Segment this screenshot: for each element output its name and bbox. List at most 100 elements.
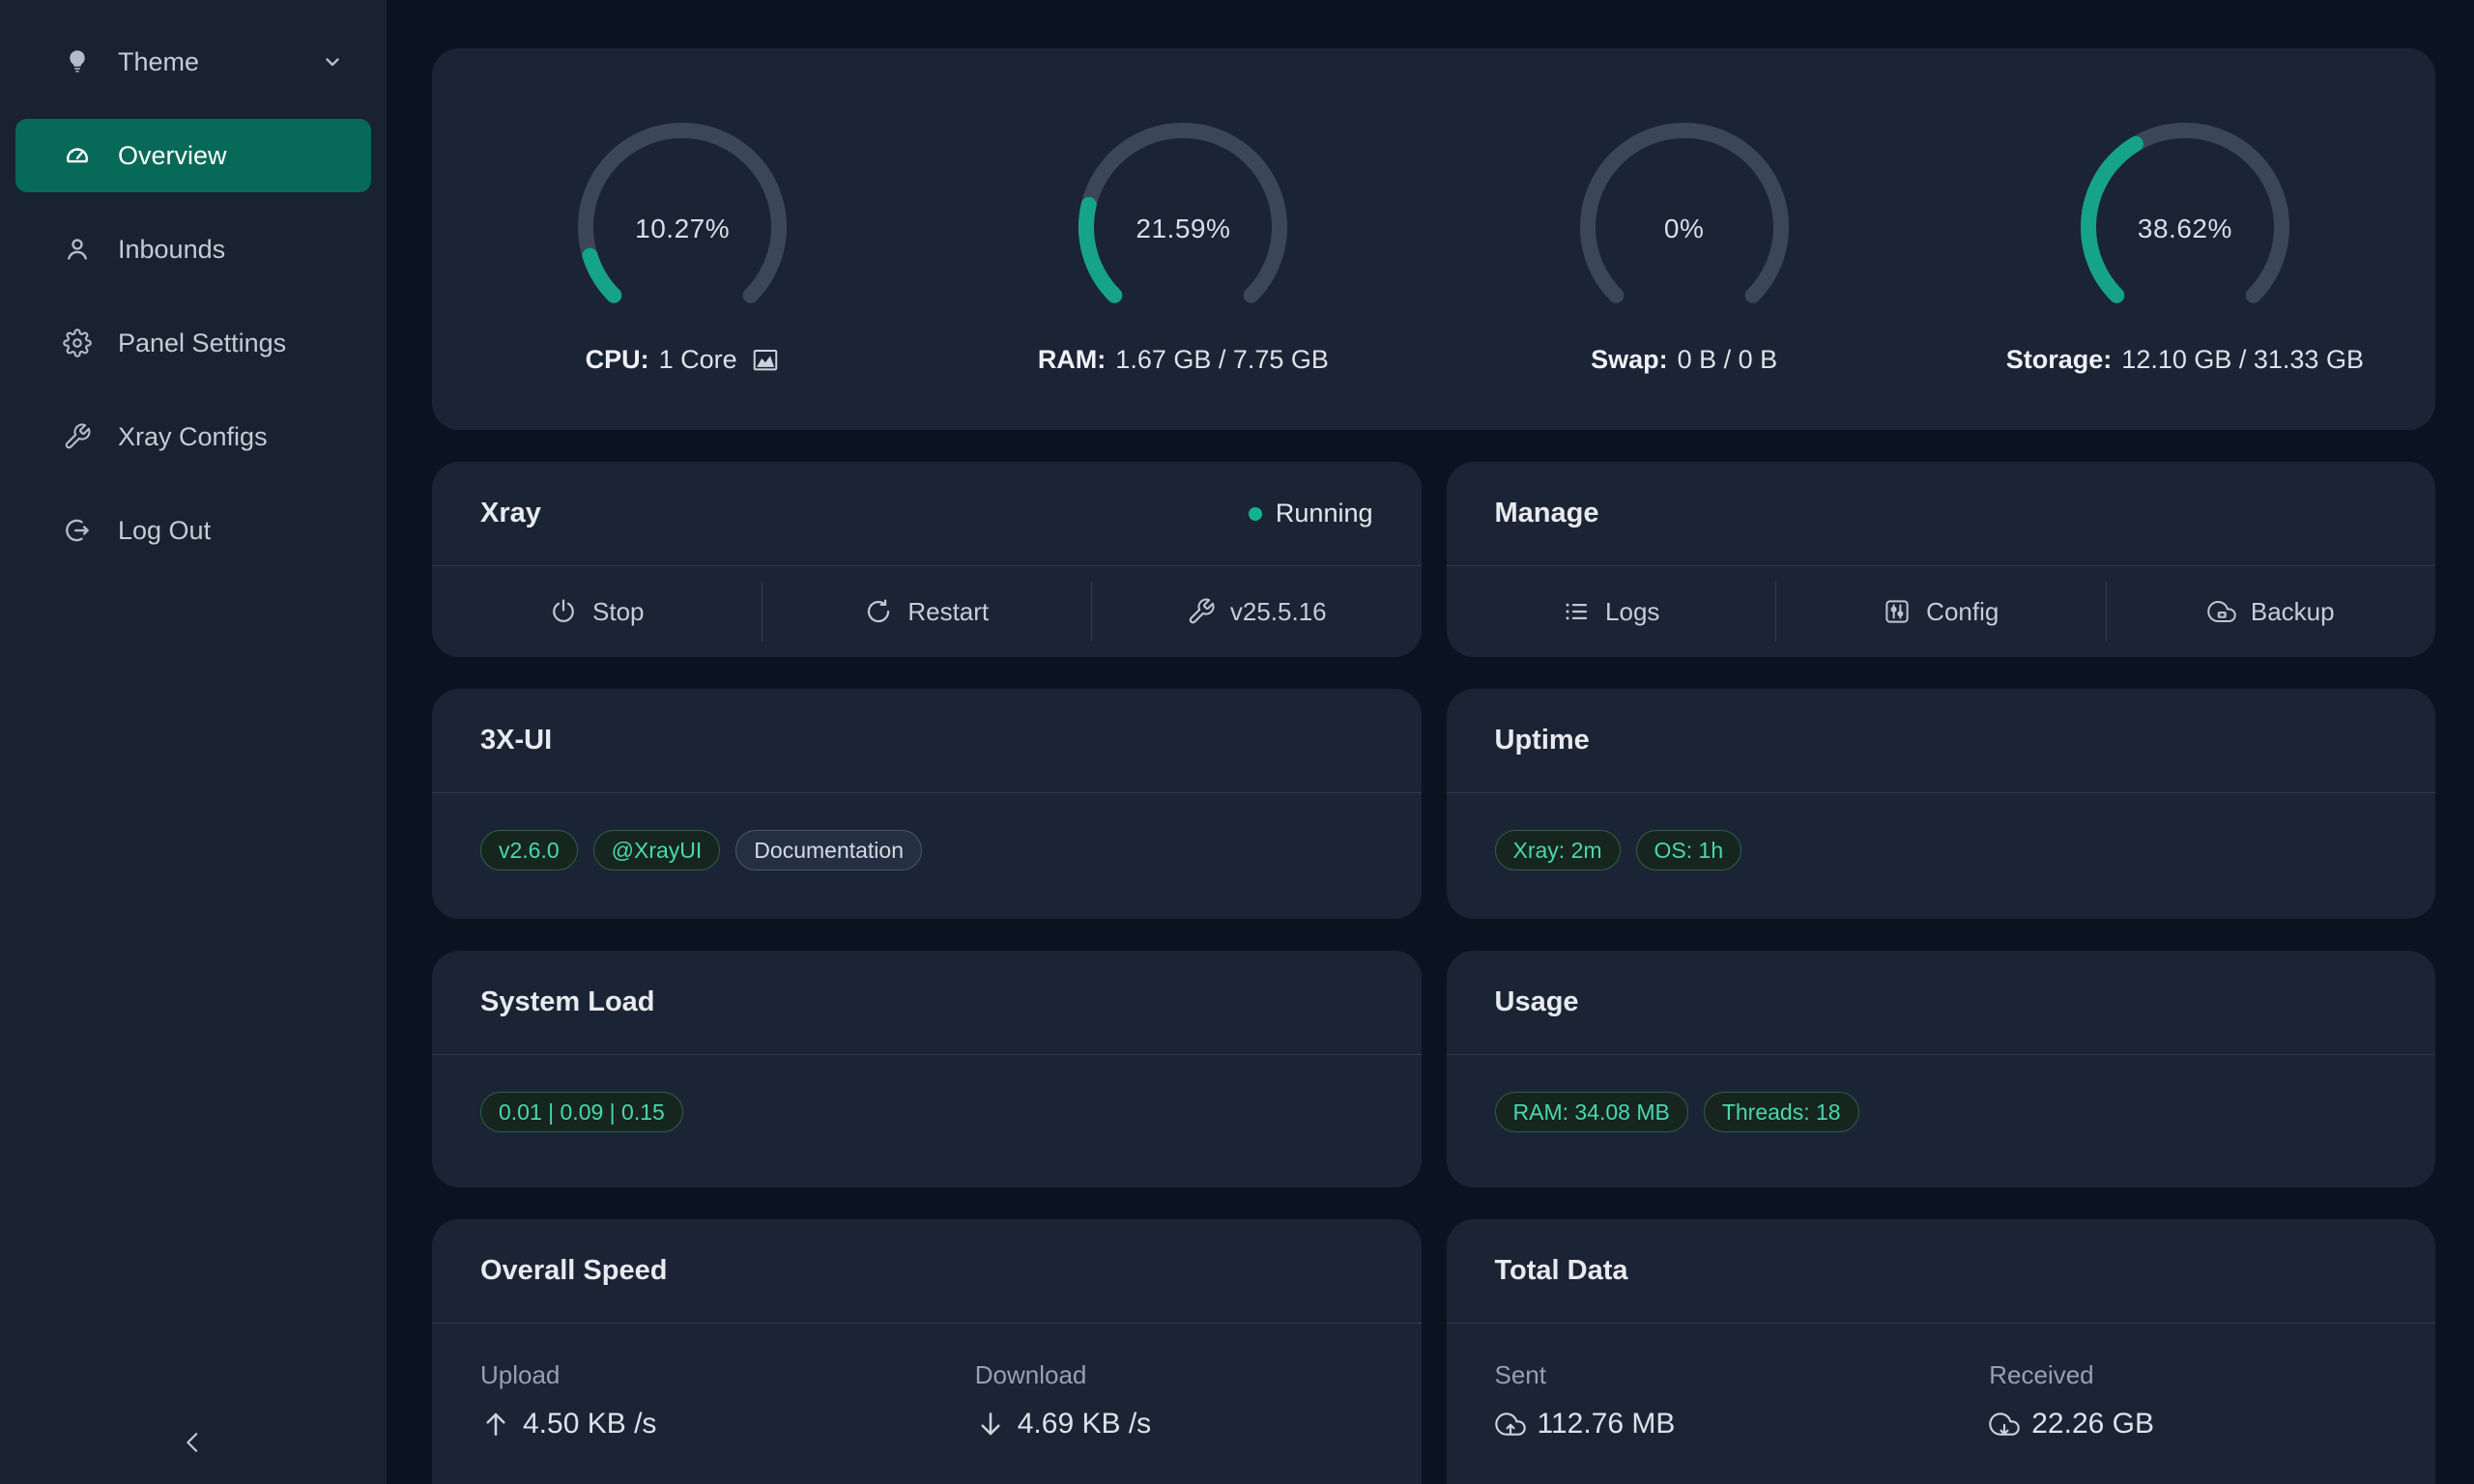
storage-gauge-caption: Storage: 12.10 GB / 31.33 GB [2005, 345, 2364, 374]
running-dot-icon [1248, 506, 1262, 521]
divider [1091, 582, 1092, 642]
sidebar-item-panel-settings[interactable]: Panel Settings [15, 306, 371, 380]
uptime-card: Uptime Xray: 2m OS: 1h [1446, 689, 2436, 919]
logs-button[interactable]: Logs [1447, 566, 1776, 657]
os-uptime-tag: OS: 1h [1635, 830, 1742, 870]
ram-gauge-caption: RAM: 1.67 GB / 7.75 GB [1037, 345, 1329, 374]
manage-actions: Logs Config Backup [1447, 566, 2436, 657]
logout-icon [63, 516, 92, 545]
storage-gauge-ring: 38.62% [2069, 111, 2301, 316]
card-title: Xray [480, 498, 541, 528]
stat-label: Upload [480, 1360, 561, 1389]
divider [2105, 582, 2107, 642]
xray-uptime-tag: Xray: 2m [1494, 830, 1621, 870]
sidebar-item-log-out[interactable]: Log Out [15, 494, 371, 567]
card-title: Manage [1494, 498, 1599, 528]
chevron-left-icon [179, 1428, 208, 1457]
stat-value: 22.26 GB [1989, 1408, 2435, 1441]
main-content: 10.27% CPU: 1 Core 21.59% RAM: 1.67 GB / 7… [387, 0, 2474, 1484]
gauge-cpu: 10.27% CPU: 1 Core [432, 48, 933, 430]
stop-button[interactable]: Stop [432, 566, 762, 657]
version-tag[interactable]: v2.6.0 [480, 830, 578, 870]
xray-card: Xray Running Stop Res [432, 462, 1422, 657]
divider [1775, 582, 1776, 642]
sidebar-item-inbounds[interactable]: Inbounds [15, 213, 371, 286]
cards-grid: Xray Running Stop Res [432, 462, 2435, 1484]
usage-card: Usage RAM: 34.08 MB Threads: 18 [1446, 951, 2436, 1187]
list-icon [1562, 597, 1591, 626]
xui-tags: v2.6.0 @XrayUI Documentation [432, 793, 1422, 870]
usage-card-header: Usage [1446, 951, 2435, 1055]
xrayui-tag[interactable]: @XrayUI [592, 830, 721, 870]
upload-stat: Upload 4.50 KB /s [432, 1360, 927, 1441]
backup-button[interactable]: Backup [2107, 566, 2436, 657]
data-stats: Sent 112.76 MB Received 22.26 GB [1447, 1324, 2436, 1441]
overall-speed-card: Overall Speed Upload 4.50 KB /s Download [432, 1219, 1422, 1484]
xui-card-header: 3X-UI [432, 689, 1422, 793]
status-label: Running [1275, 499, 1373, 528]
sidebar-item-label: Panel Settings [118, 328, 287, 357]
xui-card: 3X-UI v2.6.0 @XrayUI Documentation [432, 689, 1422, 919]
system-load-card: System Load 0.01 | 0.09 | 0.15 [432, 951, 1422, 1187]
wrench-icon [63, 422, 92, 451]
overall-speed-card-header: Overall Speed [432, 1219, 1422, 1324]
gauge-ram: 21.59% RAM: 1.67 GB / 7.75 GB [933, 48, 1433, 430]
storage-gauge-value: 38.62% [2137, 214, 2232, 243]
download-stat: Download 4.69 KB /s [927, 1360, 1422, 1441]
stat-value: 4.69 KB /s [975, 1408, 1422, 1441]
cpu-gauge-ring: 10.27% [566, 111, 798, 316]
sidebar-item-label: Theme [118, 46, 200, 76]
sidebar-item-label: Log Out [118, 515, 212, 545]
card-title: System Load [480, 986, 655, 1017]
card-title: 3X-UI [480, 725, 553, 756]
restart-icon [864, 597, 893, 626]
usage-tags: RAM: 34.08 MB Threads: 18 [1447, 1055, 2436, 1132]
gauge-storage: 38.62% Storage: 12.10 GB / 31.33 GB [1935, 48, 2435, 430]
stat-label: Download [974, 1360, 1087, 1389]
arrow-down-icon [975, 1409, 1006, 1440]
uptime-tags: Xray: 2m OS: 1h [1447, 793, 2436, 870]
ram-gauge-value: 21.59% [1136, 214, 1231, 243]
cloud-backup-icon [2207, 597, 2236, 626]
sidebar-item-theme[interactable]: Theme [15, 25, 371, 99]
bulb-icon [63, 47, 92, 76]
total-data-card-header: Total Data [1446, 1219, 2435, 1324]
card-title: Usage [1494, 986, 1579, 1017]
card-title: Total Data [1494, 1255, 1628, 1286]
total-data-card: Total Data Sent 112.76 MB Received [1446, 1219, 2436, 1484]
uptime-card-header: Uptime [1446, 689, 2435, 793]
xray-status: Running [1248, 499, 1373, 528]
config-button[interactable]: Config [1776, 566, 2106, 657]
gauge-swap: 0% Swap: 0 B / 0 B [1434, 48, 1935, 430]
chart-icon[interactable] [751, 346, 780, 375]
sidebar-item-label: Inbounds [118, 234, 226, 264]
sidebar-item-xray-configs[interactable]: Xray Configs [15, 400, 371, 473]
person-icon [63, 235, 92, 264]
xray-version-button[interactable]: v25.5.16 [1092, 566, 1422, 657]
manage-card-header: Manage [1446, 462, 2435, 566]
ram-gauge-ring: 21.59% [1067, 111, 1299, 316]
stat-label: Sent [1494, 1360, 1547, 1389]
sidebar-item-label: Overview [118, 140, 227, 170]
system-load-card-header: System Load [432, 951, 1422, 1055]
documentation-tag[interactable]: Documentation [735, 830, 922, 870]
cpu-gauge-value: 10.27% [635, 214, 731, 243]
cloud-up-icon [1494, 1409, 1526, 1440]
sidebar-item-overview[interactable]: Overview [15, 119, 371, 192]
stat-label: Received [1989, 1360, 2094, 1389]
speed-stats: Upload 4.50 KB /s Download 4.69 K [432, 1324, 1422, 1441]
ram-usage-tag: RAM: 34.08 MB [1494, 1092, 1688, 1132]
manage-card: Manage Logs Config [1446, 462, 2436, 657]
sidebar-collapse-button[interactable] [174, 1424, 213, 1463]
card-title: Overall Speed [480, 1255, 668, 1286]
restart-button[interactable]: Restart [762, 566, 1092, 657]
sent-stat: Sent 112.76 MB [1447, 1360, 1942, 1441]
arrow-up-icon [480, 1409, 511, 1440]
sidebar-item-label: Xray Configs [118, 421, 268, 451]
gear-icon [63, 328, 92, 357]
swap-gauge-ring: 0% [1568, 111, 1800, 316]
threads-tag: Threads: 18 [1703, 1092, 1859, 1132]
cloud-down-icon [1989, 1409, 2020, 1440]
load-average-tag: 0.01 | 0.09 | 0.15 [480, 1092, 683, 1132]
received-stat: Received 22.26 GB [1941, 1360, 2435, 1441]
